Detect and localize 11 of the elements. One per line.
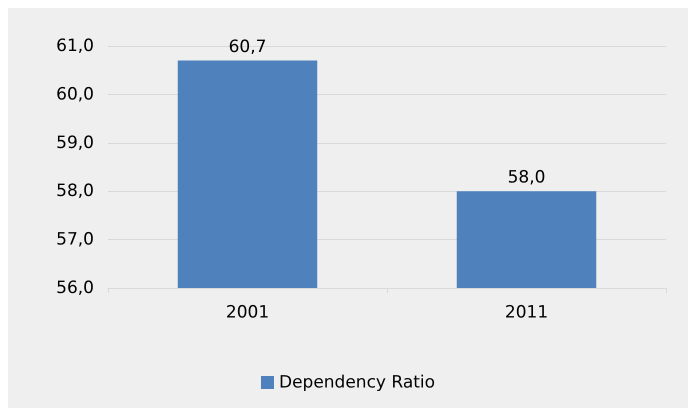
x-tick-label: 2011 — [504, 302, 548, 322]
y-tick-label: 56,0 — [56, 278, 94, 298]
y-tick-label: 60,0 — [56, 84, 94, 104]
y-tick-label: 59,0 — [56, 132, 94, 153]
y-tick-label: 61,0 — [56, 36, 94, 56]
x-tick-label: 2001 — [226, 302, 270, 322]
y-tick-label: 58,0 — [56, 181, 94, 202]
data-label: 60,7 — [228, 37, 266, 58]
y-tick-label: 57,0 — [56, 230, 94, 250]
data-label: 58,0 — [508, 168, 546, 188]
legend-label: Dependency Ratio — [278, 372, 436, 392]
